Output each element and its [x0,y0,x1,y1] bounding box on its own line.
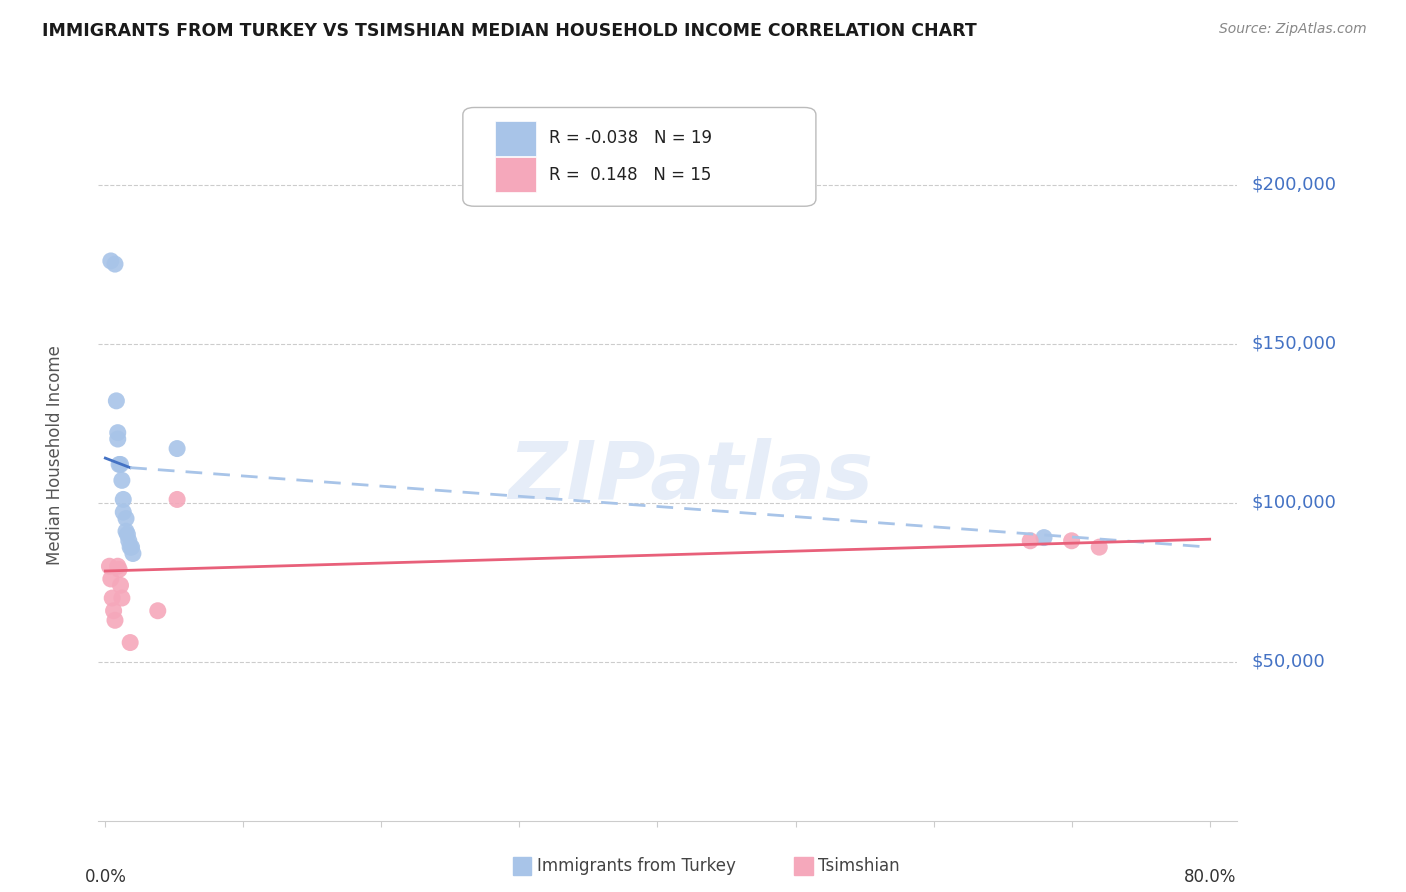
Point [111,474,134,488]
Point [112,492,135,507]
Text: $50,000: $50,000 [1251,653,1324,671]
Text: $150,000: $150,000 [1251,334,1336,352]
Point [166,442,188,456]
Text: Source: ZipAtlas.com: Source: ZipAtlas.com [1219,22,1367,37]
Point [104,613,127,627]
Point [108,562,131,576]
Text: Immigrants from Turkey: Immigrants from Turkey [537,857,735,875]
FancyBboxPatch shape [463,108,815,206]
Point [112,505,135,519]
Text: ZIPatlas: ZIPatlas [508,438,873,516]
Point [100,254,122,268]
Text: IMMIGRANTS FROM TURKEY VS TSIMSHIAN MEDIAN HOUSEHOLD INCOME CORRELATION CHART: IMMIGRANTS FROM TURKEY VS TSIMSHIAN MEDI… [42,22,977,40]
Point [122,547,145,561]
FancyBboxPatch shape [495,157,536,193]
Point [121,540,143,554]
Text: Median Household Income: Median Household Income [46,345,65,565]
Point [104,257,127,271]
Point [120,540,142,554]
Point [115,511,138,525]
Point [105,393,128,408]
Point [107,559,129,574]
Point [103,604,125,618]
Point [1088,540,1111,554]
Point [110,458,132,472]
Point [117,527,139,541]
Point [115,524,138,539]
Point [110,578,132,592]
Point [1033,531,1056,545]
Point [100,572,122,586]
Point [118,533,141,548]
Point [107,432,129,446]
Text: R = -0.038   N = 19: R = -0.038 N = 19 [550,129,713,147]
Point [108,458,131,472]
Point [98,559,121,574]
Text: $100,000: $100,000 [1251,493,1336,512]
Text: R =  0.148   N = 15: R = 0.148 N = 15 [550,166,711,184]
Text: 0.0%: 0.0% [84,868,127,886]
Point [111,591,134,605]
Point [1019,533,1042,548]
Point [120,635,142,649]
Point [166,492,188,507]
Text: 80.0%: 80.0% [1184,868,1236,886]
Point [107,425,129,440]
Text: $200,000: $200,000 [1251,176,1336,194]
Point [101,591,124,605]
Text: Tsimshian: Tsimshian [818,857,900,875]
Point [146,604,169,618]
Point [1060,533,1083,548]
FancyBboxPatch shape [495,120,536,156]
